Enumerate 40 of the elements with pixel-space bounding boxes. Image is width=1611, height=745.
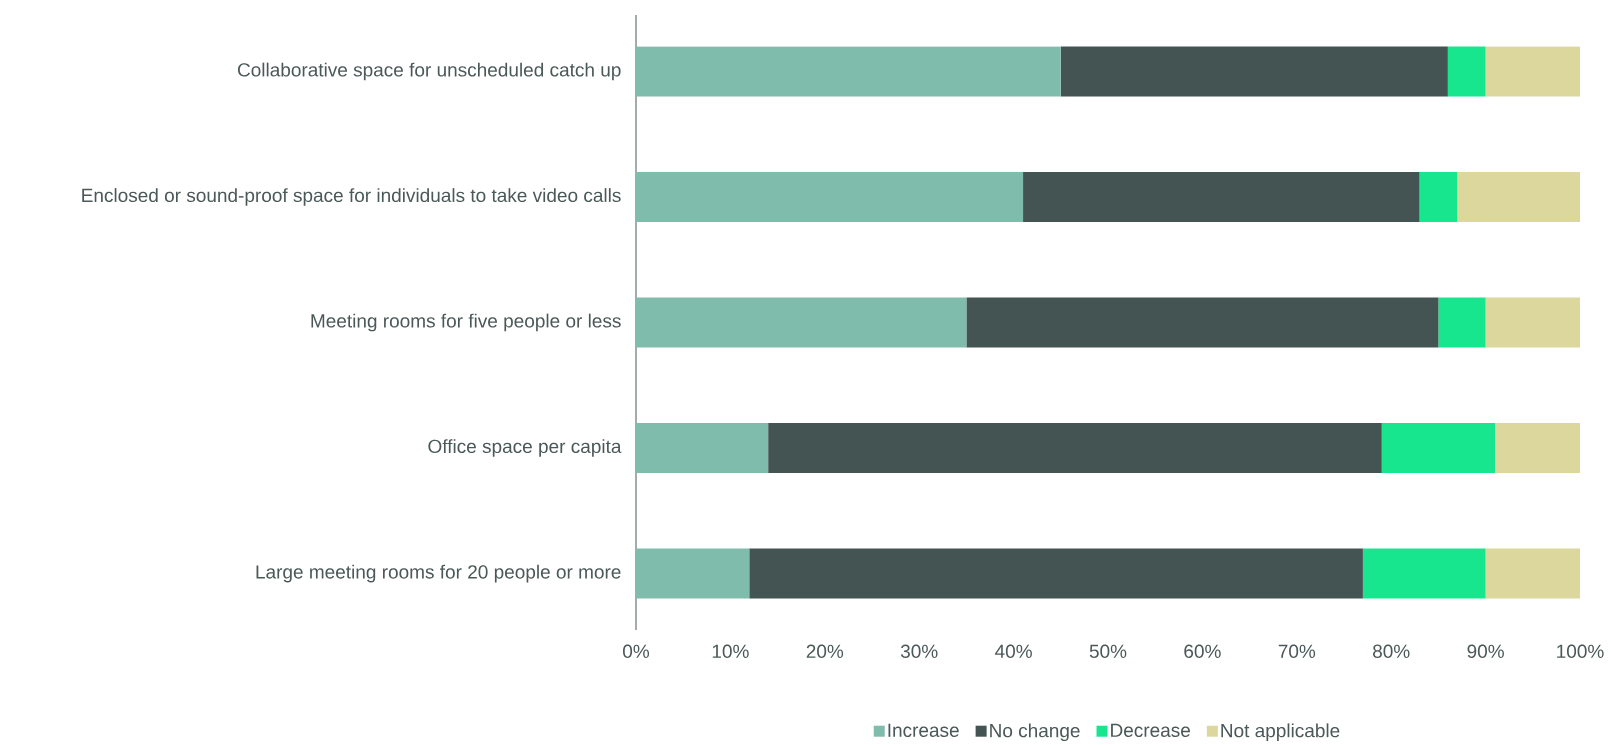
bar xyxy=(1362,548,1486,599)
legend-label: Not applicable xyxy=(1221,723,1340,742)
x-tick-label: 10% xyxy=(712,644,749,658)
legend-label: Increase xyxy=(888,723,959,737)
bar xyxy=(768,423,1382,474)
bar xyxy=(749,548,1363,599)
bar xyxy=(1485,46,1581,97)
bar xyxy=(1438,297,1486,348)
legend-label: No change xyxy=(990,723,1080,742)
y-tick-label: Large meeting rooms for 20 people or more xyxy=(256,564,621,583)
x-tick-label: 100% xyxy=(1557,644,1604,658)
bar xyxy=(636,548,750,599)
y-tick-label: Meeting rooms for five people or less xyxy=(311,313,621,332)
x-tick-label: 80% xyxy=(1373,644,1410,658)
bar xyxy=(1060,46,1448,97)
x-tick-label: 40% xyxy=(995,644,1032,658)
y-tick-label: Collaborative space for unscheduled catch up xyxy=(237,62,621,81)
x-tick-label: 0% xyxy=(623,644,650,658)
y-tick-label: Enclosed or sound-proof space for individuals to take video calls xyxy=(82,188,621,206)
bar xyxy=(636,423,769,474)
y-tick-label: Office space per capita xyxy=(428,439,622,457)
x-tick-label: 70% xyxy=(1278,644,1316,658)
bar xyxy=(1495,423,1581,474)
bar xyxy=(966,297,1439,348)
x-tick-label: 60% xyxy=(1184,644,1221,658)
x-tick-label: 90% xyxy=(1467,644,1504,658)
bar xyxy=(1023,171,1420,222)
x-tick-label: 20% xyxy=(806,644,844,658)
x-tick-label: 30% xyxy=(900,644,938,658)
bar xyxy=(1457,171,1581,222)
bar xyxy=(1447,46,1486,97)
bar xyxy=(1419,171,1458,222)
bar xyxy=(636,297,967,348)
legend-label: Decrease xyxy=(1111,723,1190,737)
bar xyxy=(636,46,1061,97)
x-tick-label: 50% xyxy=(1089,644,1127,658)
bar xyxy=(1381,423,1496,474)
bar xyxy=(1485,297,1581,348)
bar xyxy=(1485,548,1581,599)
bar xyxy=(636,171,1024,222)
